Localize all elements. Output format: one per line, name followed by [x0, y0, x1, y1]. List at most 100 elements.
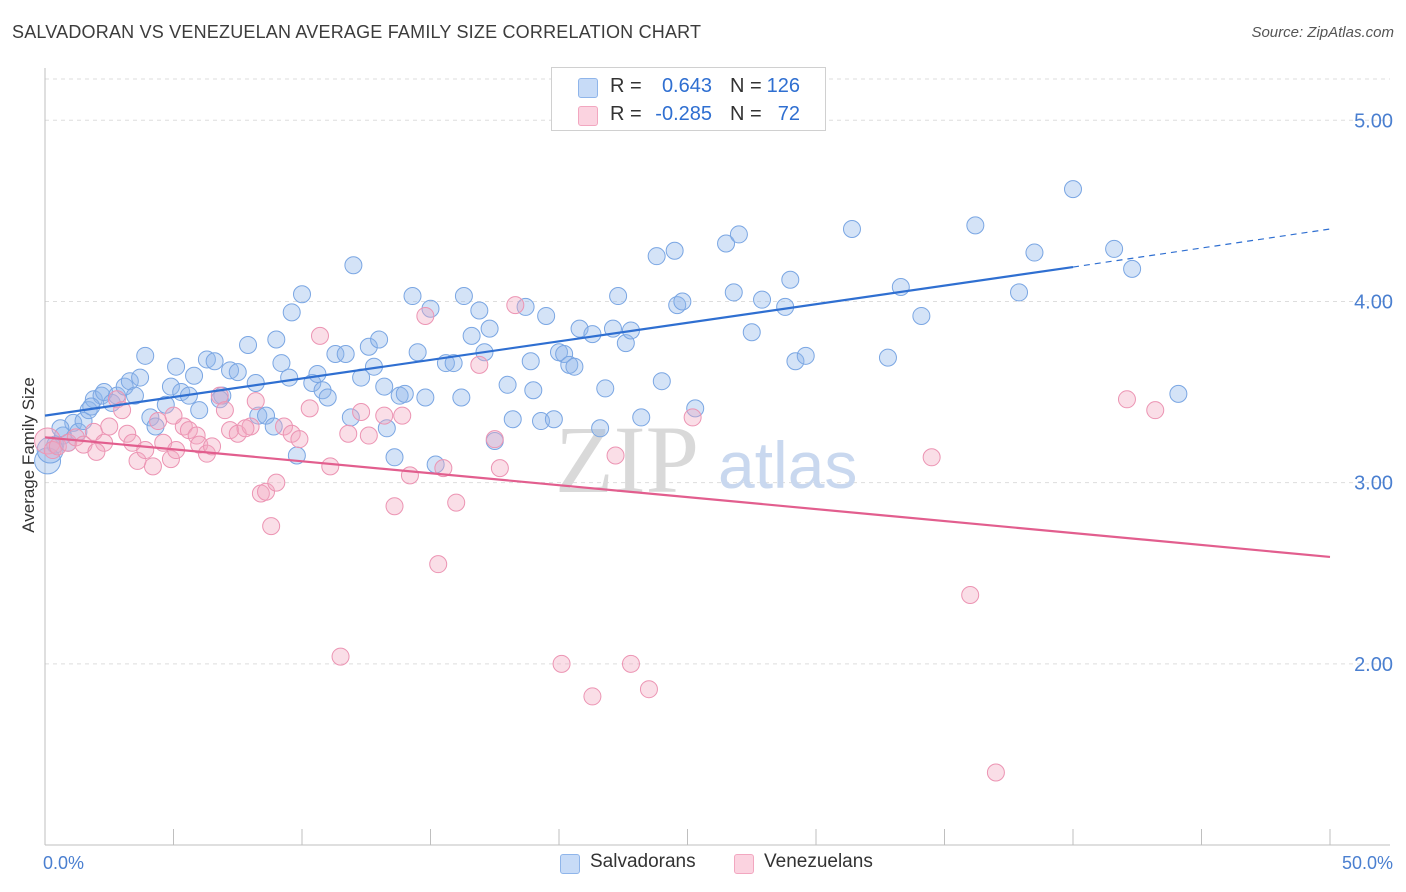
salvadoran-point [1105, 239, 1124, 258]
salvadoran-point [717, 234, 736, 253]
venezuelan-point [375, 406, 394, 425]
salvadoran-point [293, 285, 311, 304]
salvadoran-point [966, 216, 985, 235]
salvadoran-point [416, 388, 435, 407]
salvadoran-point [729, 225, 748, 244]
venezuelan-point [136, 441, 155, 460]
salvadoran-point [228, 363, 247, 382]
venezuelan-point [552, 654, 571, 673]
venezuelan-point [310, 326, 329, 345]
salvadoran-point [303, 374, 322, 392]
salvadoran-point [395, 384, 414, 403]
salvadoran-point [282, 303, 301, 322]
y-tick-label: 5.00 [1354, 110, 1393, 132]
venezuelan-point [300, 399, 319, 418]
venezuelan-point [257, 482, 276, 501]
salvadoran-point [521, 352, 540, 371]
y-tick-label: 3.00 [1354, 473, 1393, 495]
venezuelan-point [275, 417, 294, 436]
venezuelan-point [621, 654, 640, 673]
legend-r-label: R = [610, 75, 642, 97]
axes [44, 68, 1390, 846]
legend-n-value: 126 [766, 75, 800, 97]
salvadoran-point [596, 379, 615, 398]
salvadoran-point [524, 381, 543, 400]
salvadoran-point [498, 375, 517, 394]
venezuelan-point [143, 457, 162, 476]
salvadoran-point [267, 330, 286, 349]
salvadoran-point [1025, 243, 1044, 262]
venezuelan-point [961, 585, 980, 604]
salvadoran-point [82, 397, 101, 416]
salvadoran-point [912, 306, 931, 325]
venezuelan-point [606, 446, 625, 465]
salvadoran-point [665, 241, 684, 260]
salvadoran-point [565, 357, 584, 376]
chart-title: SALVADORAN VS VENEZUELAN AVERAGE FAMILY … [12, 22, 702, 42]
salvadoran-point [344, 256, 363, 275]
salvadoran-point [336, 345, 355, 364]
legend-swatch-venezuelans [578, 106, 598, 126]
venezuelan-point [683, 408, 702, 427]
venezuelan-point [447, 493, 466, 512]
salvadoran-point [555, 345, 574, 364]
salvadoran-point [1169, 384, 1188, 403]
venezuelan-point [203, 437, 222, 456]
venezuelan-point [485, 430, 504, 449]
venezuelan-point [87, 442, 106, 461]
venezuelan-point [267, 473, 286, 492]
y-tick-label: 2.00 [1354, 654, 1393, 676]
salvadoran-point [1010, 283, 1029, 302]
salvadoran-point [167, 357, 186, 376]
venezuelan-point [149, 412, 168, 431]
salvadoran-point [161, 377, 180, 396]
venezuelan-trend-line [44, 436, 1331, 559]
salvadoran-point [454, 287, 473, 306]
legend-n-value: 72 [777, 103, 800, 125]
salvadoran-point [647, 247, 666, 266]
salvadoran-point [786, 352, 805, 371]
correlation-legend: R = 0.643 N = 126 R = -0.285 N = 72 [551, 67, 826, 131]
tick-labels: 2.00 3.00 4.00 5.00 0.0% 50.0% [43, 110, 1393, 873]
venezuelan-point [34, 427, 62, 455]
venezuelan-point [922, 448, 941, 467]
venezuelan-point [100, 417, 119, 436]
venezuelan-point [290, 430, 309, 449]
salvadoran-point [537, 306, 556, 325]
salvadoran-point [480, 319, 499, 338]
bottom-legend-label: Venezuelans [764, 851, 873, 872]
salvadoran-point [131, 368, 150, 387]
venezuelan-point [164, 406, 183, 425]
venezuelan-point [215, 401, 234, 420]
y-tick-label: 4.00 [1354, 291, 1393, 313]
salvadoran-point [781, 270, 800, 289]
venezuelan-point [118, 424, 137, 443]
salvadoran-point [452, 388, 471, 407]
salvadoran-point [591, 419, 610, 438]
salvadoran-point [444, 354, 463, 373]
salvadoran-point [632, 408, 651, 427]
source-label: Source: ZipAtlas.com [1251, 24, 1394, 41]
salvadoran-point [136, 346, 155, 365]
venezuelan-point [490, 459, 509, 478]
venezuelan-point [262, 517, 281, 536]
venezuelan-point [416, 306, 435, 325]
salvadoran-point [272, 354, 291, 373]
salvadoran-point [375, 377, 394, 396]
salvadoran-point [1123, 259, 1142, 278]
venezuelan-point [321, 457, 340, 476]
legend-n-label: N = [730, 75, 762, 97]
salvadoran-trend-line [44, 265, 1074, 417]
salvadoran-point [462, 326, 481, 345]
venezuelan-point [400, 466, 419, 485]
salvadoran-point [264, 417, 283, 436]
venezuelan-point [506, 296, 525, 315]
salvadoran-point [544, 410, 563, 429]
venezuelan-point [161, 450, 180, 469]
venezuelan-point [1146, 401, 1165, 420]
salvadoran-point [190, 401, 209, 420]
venezuelan-point [352, 402, 371, 421]
salvadoran-point [308, 364, 327, 383]
salvadoran-point [796, 346, 815, 365]
